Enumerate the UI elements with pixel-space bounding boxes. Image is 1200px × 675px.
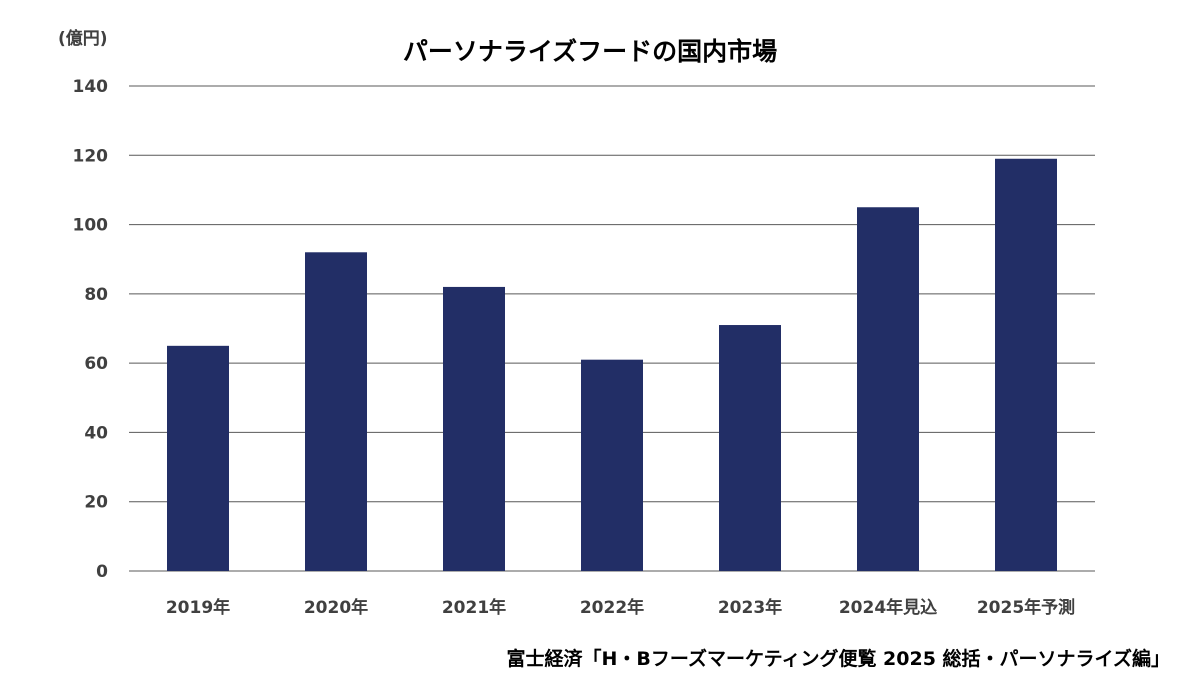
y-tick-label: 40 xyxy=(84,423,108,443)
x-tick-label: 2024年見込 xyxy=(839,597,937,618)
bar xyxy=(581,359,643,571)
source-note: 富士経済「H・Bフーズマーケティング便覧 2025 総括・パーソナライズ編」 xyxy=(506,648,1170,670)
y-tick-label: 100 xyxy=(73,216,109,236)
bar xyxy=(995,158,1057,571)
x-axis-ticks: 2019年 2020年 2021年 2022年 2023年 2024年見込 2025年予測 xyxy=(166,597,1075,618)
y-axis-ticks: 0 20 40 60 80 100 120 140 xyxy=(73,77,109,582)
y-axis-unit-label: (億円) xyxy=(58,29,108,49)
bar xyxy=(305,252,367,572)
x-tick-label: 2021年 xyxy=(442,597,506,618)
y-tick-label: 140 xyxy=(73,77,109,97)
bar xyxy=(443,286,505,571)
chart-title: パーソナライズフードの国内市場 xyxy=(402,37,778,66)
bar xyxy=(719,325,781,571)
bar xyxy=(857,207,919,571)
x-tick-label: 2022年 xyxy=(580,597,644,618)
y-tick-label: 20 xyxy=(84,493,108,513)
x-tick-label: 2019年 xyxy=(166,597,230,618)
x-tick-label: 2020年 xyxy=(304,597,368,618)
bars xyxy=(167,158,1057,572)
y-tick-label: 80 xyxy=(84,285,108,305)
y-tick-label: 60 xyxy=(84,354,108,374)
bar xyxy=(167,345,229,571)
x-tick-label: 2025年予測 xyxy=(977,597,1075,618)
y-tick-label: 120 xyxy=(73,146,109,166)
x-tick-label: 2023年 xyxy=(718,597,782,618)
y-tick-label: 0 xyxy=(96,562,108,582)
